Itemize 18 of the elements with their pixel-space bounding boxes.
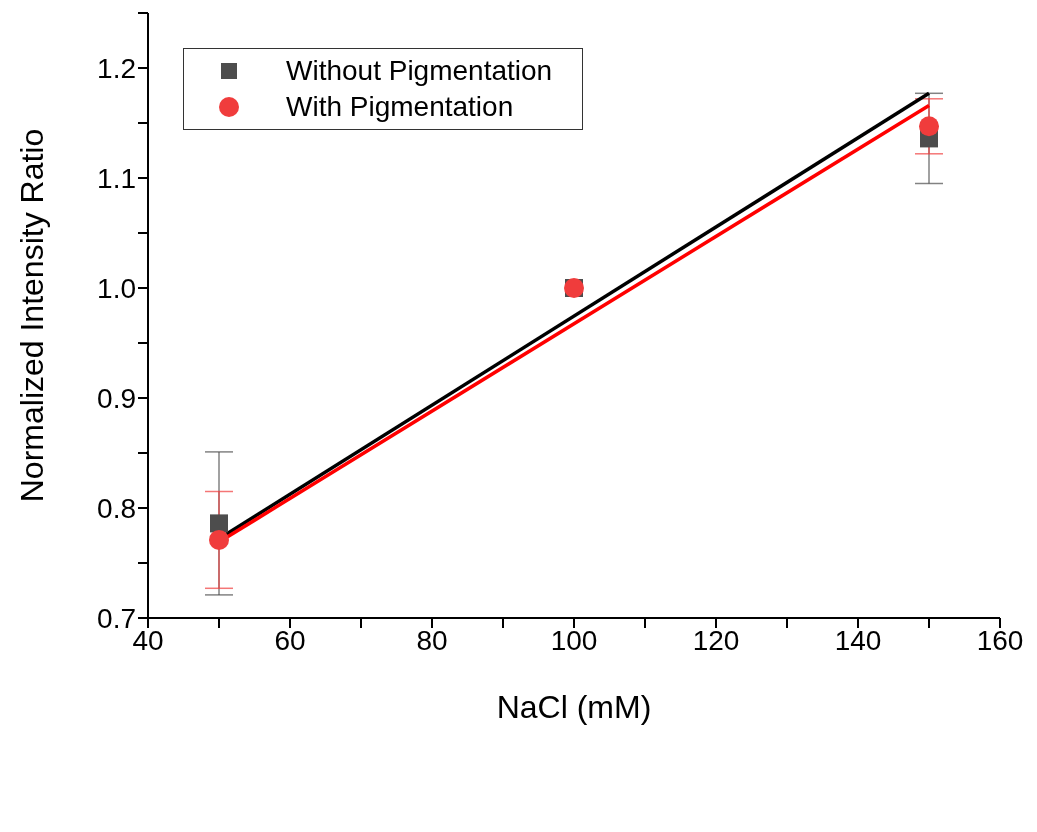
x-tick-label: 100	[550, 624, 598, 656]
y-tick-label: 0.8	[97, 492, 136, 524]
point	[210, 514, 228, 533]
x-axis-title: NaCl (mM)	[496, 689, 652, 725]
x-tick-label: 60	[274, 624, 306, 656]
y-tick-label: 1.2	[97, 52, 136, 84]
legend-label: Without Pigmentation	[286, 55, 553, 87]
point	[209, 529, 229, 550]
x-tick-label: 120	[692, 624, 740, 656]
y-tick-label: 0.9	[97, 382, 136, 414]
x-tick-label: 80	[416, 624, 448, 656]
x-tick-label: 160	[976, 624, 1024, 656]
y-axis-title: Normalized Intensity Ratio	[14, 128, 51, 503]
y-tick-label: 1.1	[97, 162, 136, 194]
point	[919, 116, 939, 137]
y-tick-label: 1.0	[97, 272, 136, 304]
x-tick-label: 140	[834, 624, 882, 656]
legend-label: With Pigmentation	[286, 91, 514, 123]
